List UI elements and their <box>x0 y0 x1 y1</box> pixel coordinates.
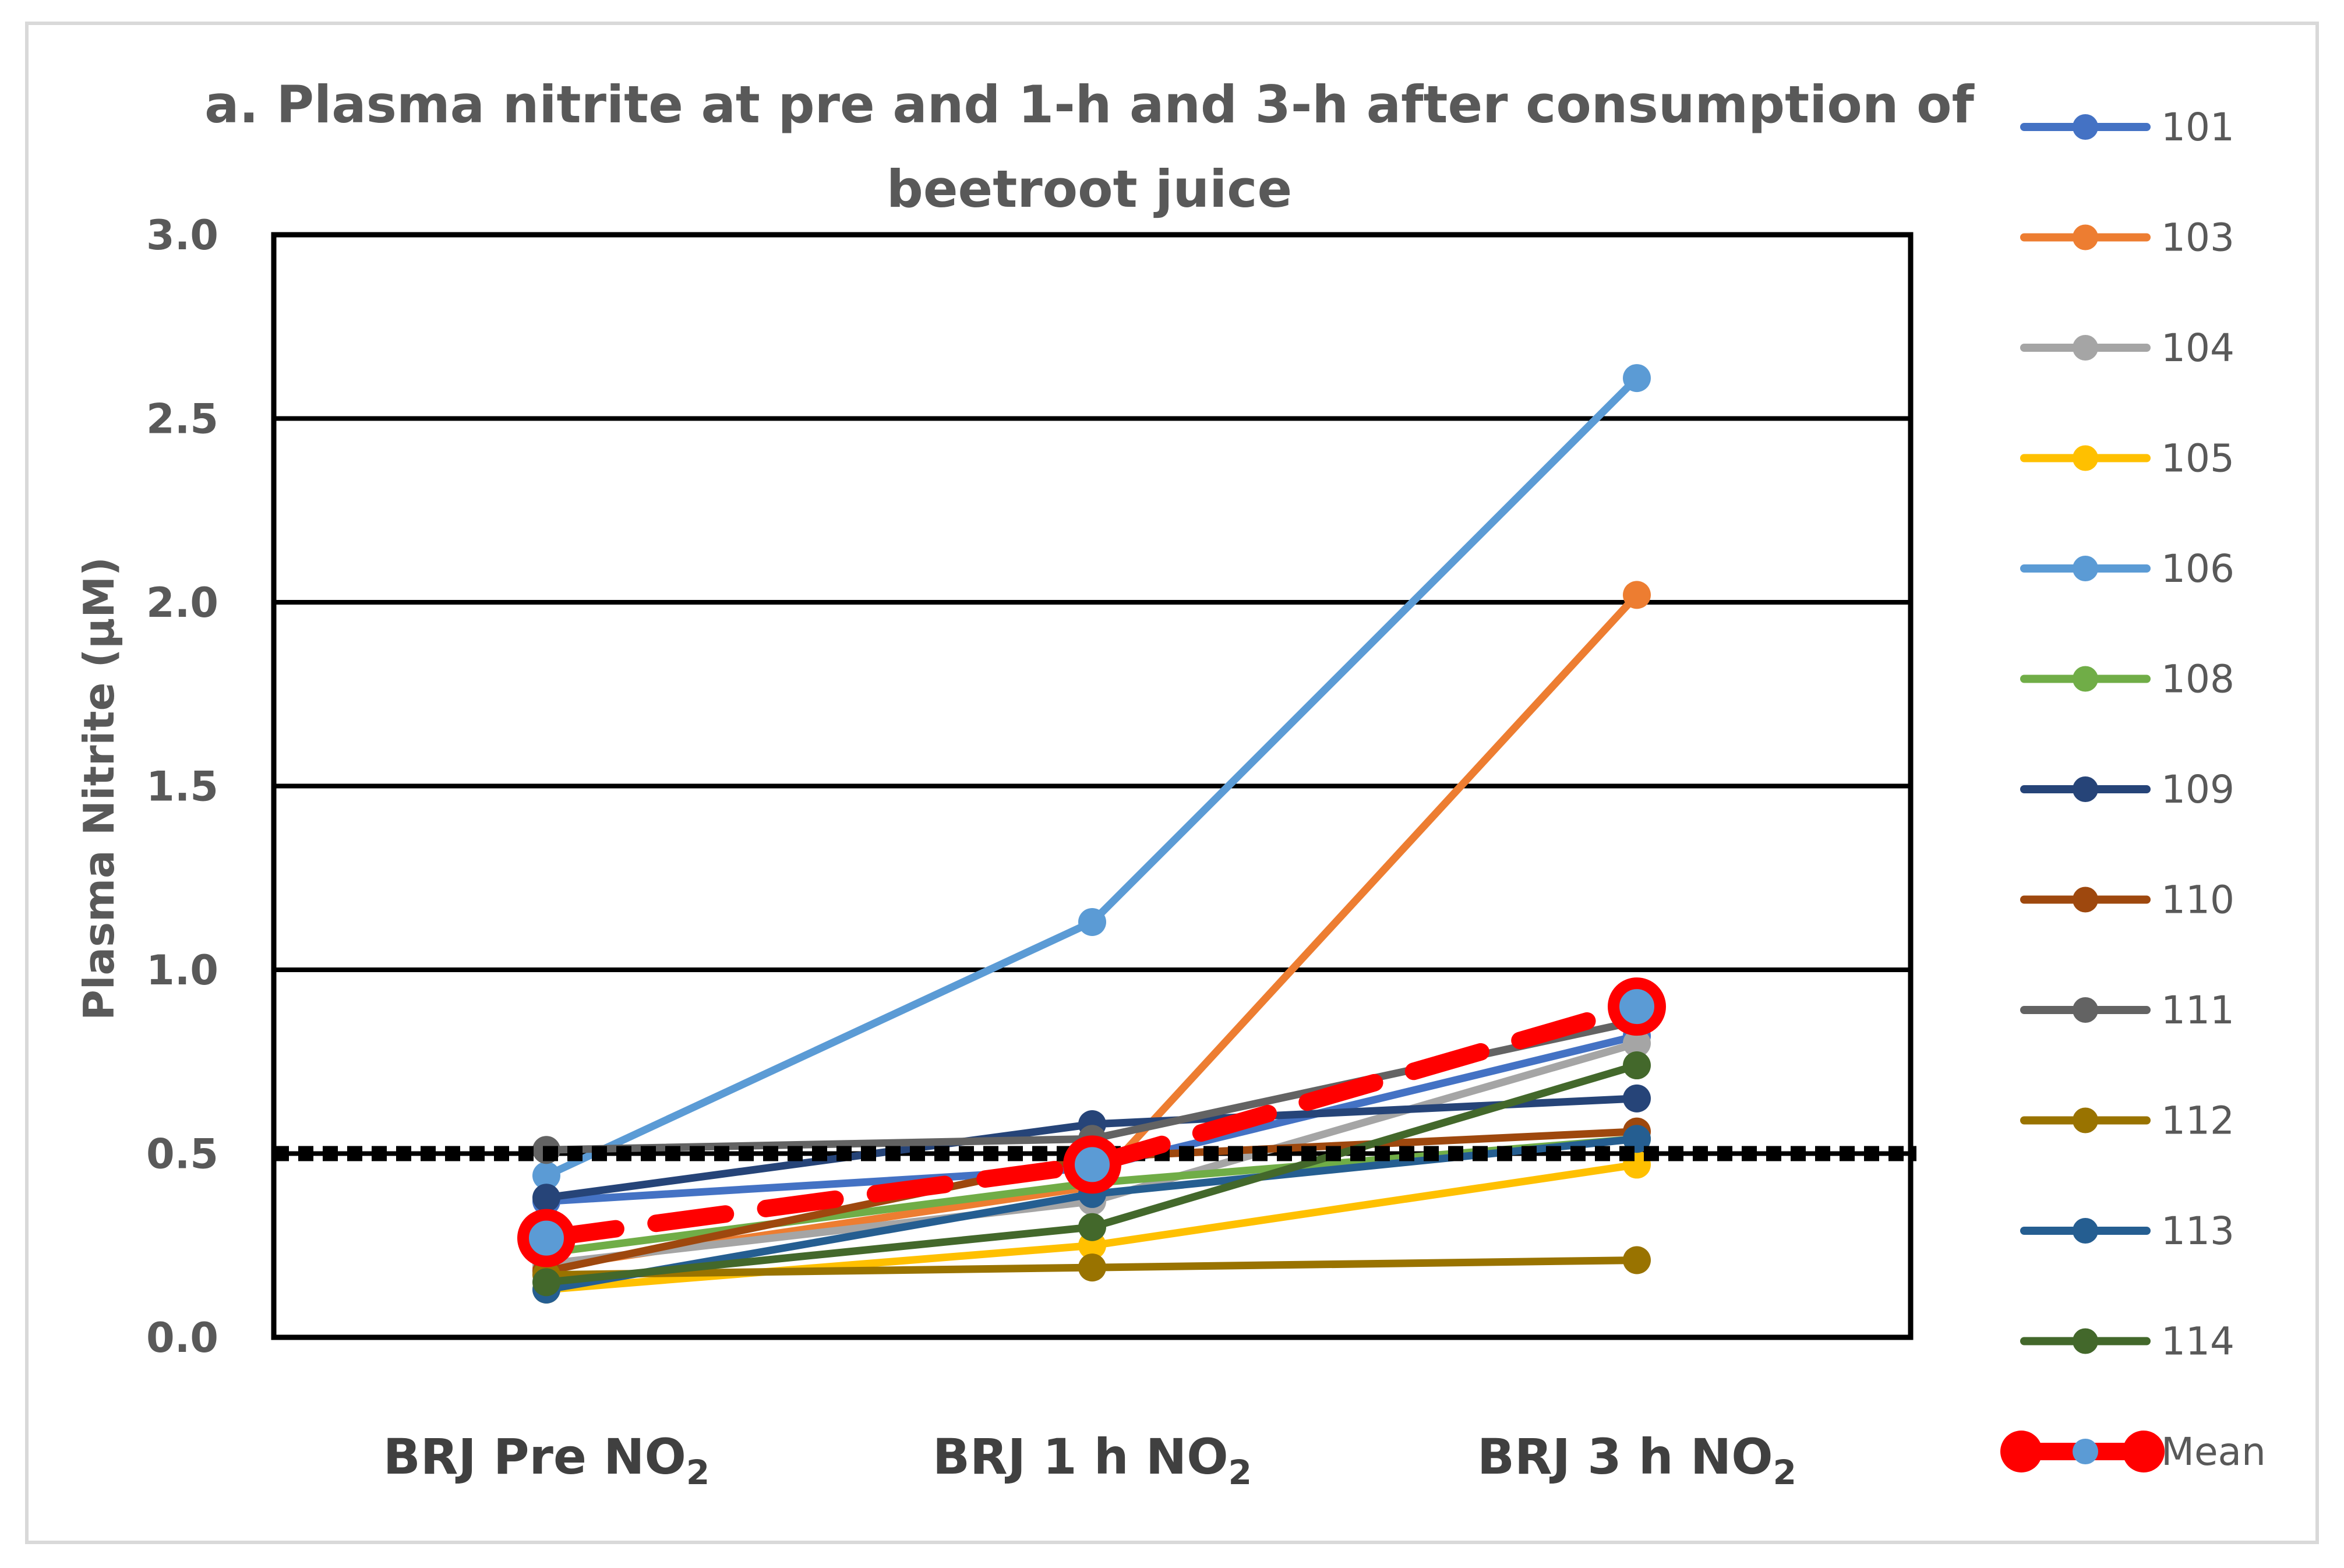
y-tick-label: 1.5 <box>146 763 218 811</box>
legend-marker-right <box>2123 1431 2165 1472</box>
legend-label: 112 <box>2161 1099 2234 1143</box>
mean-data-point <box>517 1209 576 1267</box>
legend-item-106: 106 <box>2020 546 2234 591</box>
data-point-114 <box>532 1268 560 1297</box>
legend-item-111: 111 <box>2020 988 2234 1033</box>
series-109 <box>532 1084 1651 1212</box>
legend-marker <box>2073 224 2098 250</box>
series-106 <box>532 364 1651 1190</box>
legend-label: 101 <box>2161 105 2234 150</box>
legend-marker <box>2073 1107 2098 1133</box>
legend: 101 103 104 105 106 108 109 110 111 112 113 114 Mean <box>2000 105 2266 1474</box>
x-tick-label-subscript: 2 <box>1773 1453 1796 1492</box>
x-tick-label-subscript: 2 <box>686 1453 709 1492</box>
legend-marker <box>2073 335 2098 361</box>
series-114 <box>532 1051 1651 1297</box>
legend-label: 113 <box>2161 1209 2234 1253</box>
legend-marker <box>2073 997 2098 1023</box>
x-tick-labels: BRJ Pre NO2 BRJ 1 h NO2 BRJ 3 h NO2 <box>383 1428 1796 1492</box>
legend-label: 109 <box>2161 767 2234 812</box>
mean-data-point <box>1063 1135 1121 1194</box>
legend-label: 105 <box>2161 436 2234 481</box>
data-point-106 <box>1623 364 1651 393</box>
legend-label: 103 <box>2161 216 2234 260</box>
data-point-103 <box>1623 581 1651 609</box>
x-tick-label: BRJ 1 h NO2 <box>933 1428 1252 1492</box>
y-tick-label: 1.0 <box>146 947 218 994</box>
y-tick-label: 0.5 <box>146 1131 218 1178</box>
legend-marker <box>2073 887 2098 913</box>
data-point-112 <box>1078 1253 1106 1282</box>
legend-item-105: 105 <box>2020 436 2234 481</box>
legend-item-112: 112 <box>2020 1099 2234 1143</box>
chart-border <box>25 22 2319 1544</box>
mean-series <box>517 977 1666 1267</box>
y-tick-label: 2.0 <box>146 579 218 627</box>
legend-marker <box>2073 1439 2098 1464</box>
y-tick-label: 3.0 <box>146 211 218 259</box>
chart-title-line-2: beetroot juice <box>887 159 1292 219</box>
legend-item-mean: Mean <box>2000 1429 2266 1474</box>
data-point-109 <box>532 1184 560 1212</box>
legend-marker <box>2073 556 2098 581</box>
y-axis-label: Plasma Nitrite (µM) <box>75 557 123 1020</box>
data-point-106 <box>532 1161 560 1190</box>
legend-marker <box>2073 1328 2098 1354</box>
data-point-112 <box>1623 1246 1651 1274</box>
legend-label: 111 <box>2161 988 2234 1033</box>
x-tick-label: BRJ 3 h NO2 <box>1477 1428 1796 1492</box>
y-tick-label: 0.0 <box>146 1314 218 1362</box>
data-point-113 <box>1623 1125 1651 1153</box>
data-point-109 <box>1623 1084 1651 1113</box>
legend-label: Mean <box>2161 1429 2266 1474</box>
legend-label: 114 <box>2161 1319 2234 1364</box>
legend-marker <box>2073 776 2098 802</box>
legend-item-109: 109 <box>2020 767 2234 812</box>
legend-label: 110 <box>2161 878 2234 923</box>
y-tick-label: 2.5 <box>146 395 218 443</box>
data-point-104 <box>1623 1029 1651 1058</box>
legend-item-110: 110 <box>2020 878 2234 923</box>
mean-data-point <box>1608 977 1666 1036</box>
legend-marker-left <box>2000 1431 2042 1472</box>
y-tick-labels: 0.0 0.5 1.0 1.5 2.0 2.5 3.0 <box>146 211 218 1362</box>
x-tick-label: BRJ Pre NO2 <box>383 1428 709 1492</box>
legend-marker <box>2073 1218 2098 1244</box>
x-tick-label-base: BRJ 3 h NO <box>1477 1428 1773 1485</box>
legend-item-104: 104 <box>2020 326 2234 370</box>
x-tick-label-base: BRJ Pre NO <box>383 1428 686 1485</box>
x-tick-label-subscript: 2 <box>1229 1453 1252 1492</box>
legend-item-114: 114 <box>2020 1319 2234 1364</box>
legend-item-108: 108 <box>2020 657 2234 702</box>
legend-label: 104 <box>2161 326 2234 370</box>
plot-area-frame <box>271 232 1914 1340</box>
chart-title-line-1: a. Plasma nitrite at pre and 1-h and 3-h… <box>204 75 1975 135</box>
data-point-114 <box>1623 1051 1651 1080</box>
legend-marker <box>2073 114 2098 140</box>
legend-item-113: 113 <box>2020 1209 2234 1253</box>
legend-label: 108 <box>2161 657 2234 702</box>
legend-item-103: 103 <box>2020 216 2234 260</box>
data-point-114 <box>1078 1213 1106 1241</box>
legend-label: 106 <box>2161 546 2234 591</box>
legend-item-101: 101 <box>2020 105 2234 150</box>
legend-marker <box>2073 445 2098 471</box>
x-tick-label-base: BRJ 1 h NO <box>933 1428 1229 1485</box>
legend-marker <box>2073 666 2098 692</box>
data-point-106 <box>1078 907 1106 936</box>
